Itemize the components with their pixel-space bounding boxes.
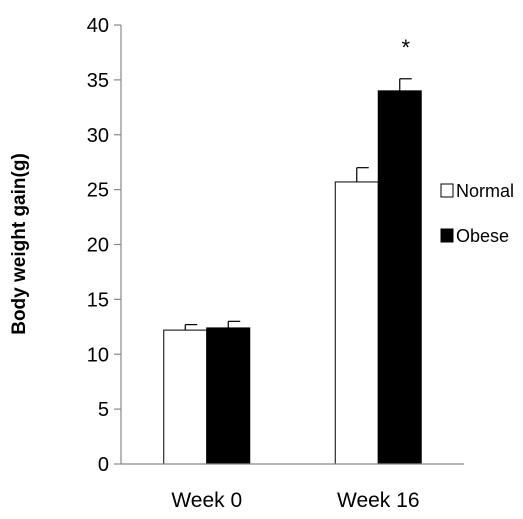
bars: * (163, 35, 422, 465)
legend: Normal Obese (440, 181, 514, 246)
x-axis: Week 0 Week 16 (121, 463, 464, 512)
y-tick-label: 5 (98, 399, 109, 421)
y-axis: 0 5 10 15 20 25 30 35 40 (87, 15, 122, 476)
legend-label-normal: Normal (456, 181, 514, 201)
y-axis-label: Body weight gain(g) (9, 153, 30, 335)
bar-obese-week-0 (206, 327, 251, 465)
legend-swatch-normal (440, 183, 454, 198)
y-tick-label: 35 (87, 70, 109, 92)
x-tick-label: Week 16 (337, 489, 420, 512)
y-tick-label: 40 (87, 15, 109, 37)
bar-obese-week-16 (377, 90, 422, 465)
y-tick-label: 25 (87, 180, 109, 202)
significance-marker: * (401, 35, 410, 60)
bar-normal-week-0 (163, 329, 208, 465)
bar-normal-week-16 (334, 181, 379, 465)
legend-label-obese: Obese (456, 226, 509, 246)
y-tick-label: 10 (87, 344, 109, 366)
legend-swatch-obese (440, 228, 454, 243)
y-tick-label: 20 (87, 235, 109, 257)
y-tick-label: 30 (87, 125, 109, 147)
y-tick-label: 0 (98, 454, 109, 476)
y-tick-label: 15 (87, 289, 109, 311)
x-tick-label: Week 0 (171, 489, 242, 512)
